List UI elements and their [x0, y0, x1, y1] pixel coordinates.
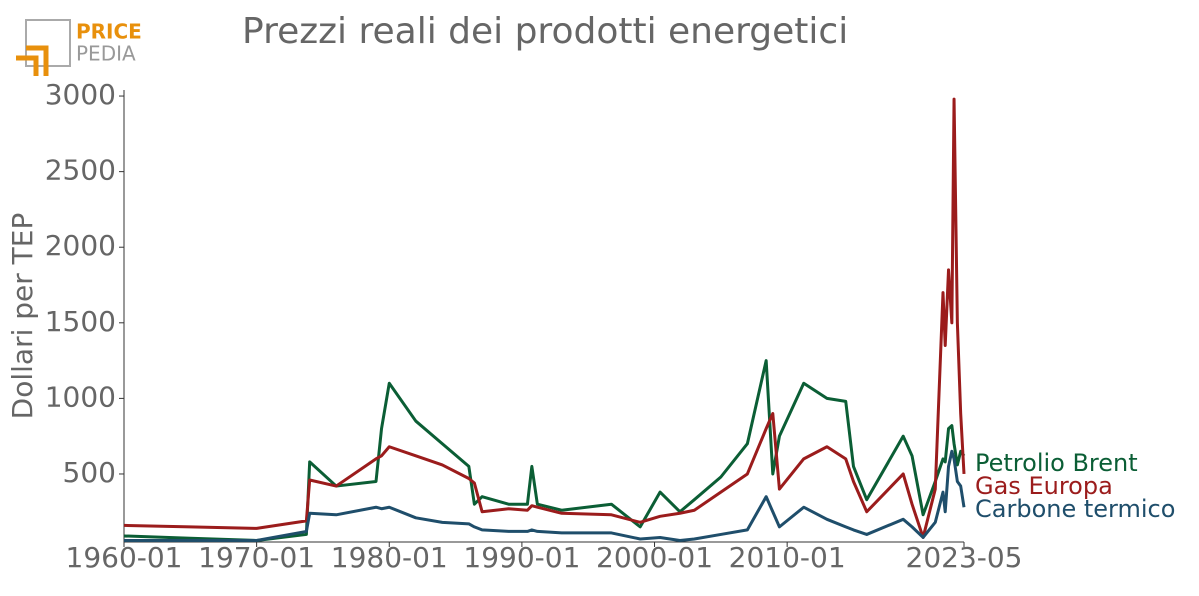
x-tick-label: 1970-01	[198, 541, 315, 574]
series-line	[123, 359, 966, 542]
logo-top: PRICE	[76, 20, 142, 44]
y-tick-label: 3000	[45, 78, 116, 111]
x-tick-label: 1980-01	[331, 541, 448, 574]
y-tick-label: 2500	[45, 154, 116, 187]
x-tick-label: 1960-01	[66, 541, 183, 574]
y-tick-label: 500	[63, 456, 116, 489]
x-tick-label: 2023-05	[906, 541, 1023, 574]
y-tick-label: 2000	[45, 229, 116, 262]
legend-label: Carbone termico	[975, 495, 1175, 523]
y-tick-label: 1500	[45, 305, 116, 338]
chart-title: Prezzi reali dei prodotti energetici	[242, 11, 848, 52]
x-tick-label: 1990-01	[463, 541, 580, 574]
logo-mark	[16, 45, 49, 76]
y-tick-label: 1000	[45, 380, 116, 413]
y-axis-label: Dollari per TEP	[6, 213, 39, 420]
legend-label: Petrolio Brent	[975, 449, 1138, 477]
legend-label: Gas Europa	[975, 472, 1113, 500]
x-tick-label: 2010-01	[729, 541, 846, 574]
logo-bottom: PEDIA	[76, 42, 136, 66]
x-tick-label: 2000-01	[596, 541, 713, 574]
logo: PRICE PEDIA	[16, 19, 142, 76]
series-line	[124, 449, 966, 542]
series-line	[123, 97, 966, 539]
